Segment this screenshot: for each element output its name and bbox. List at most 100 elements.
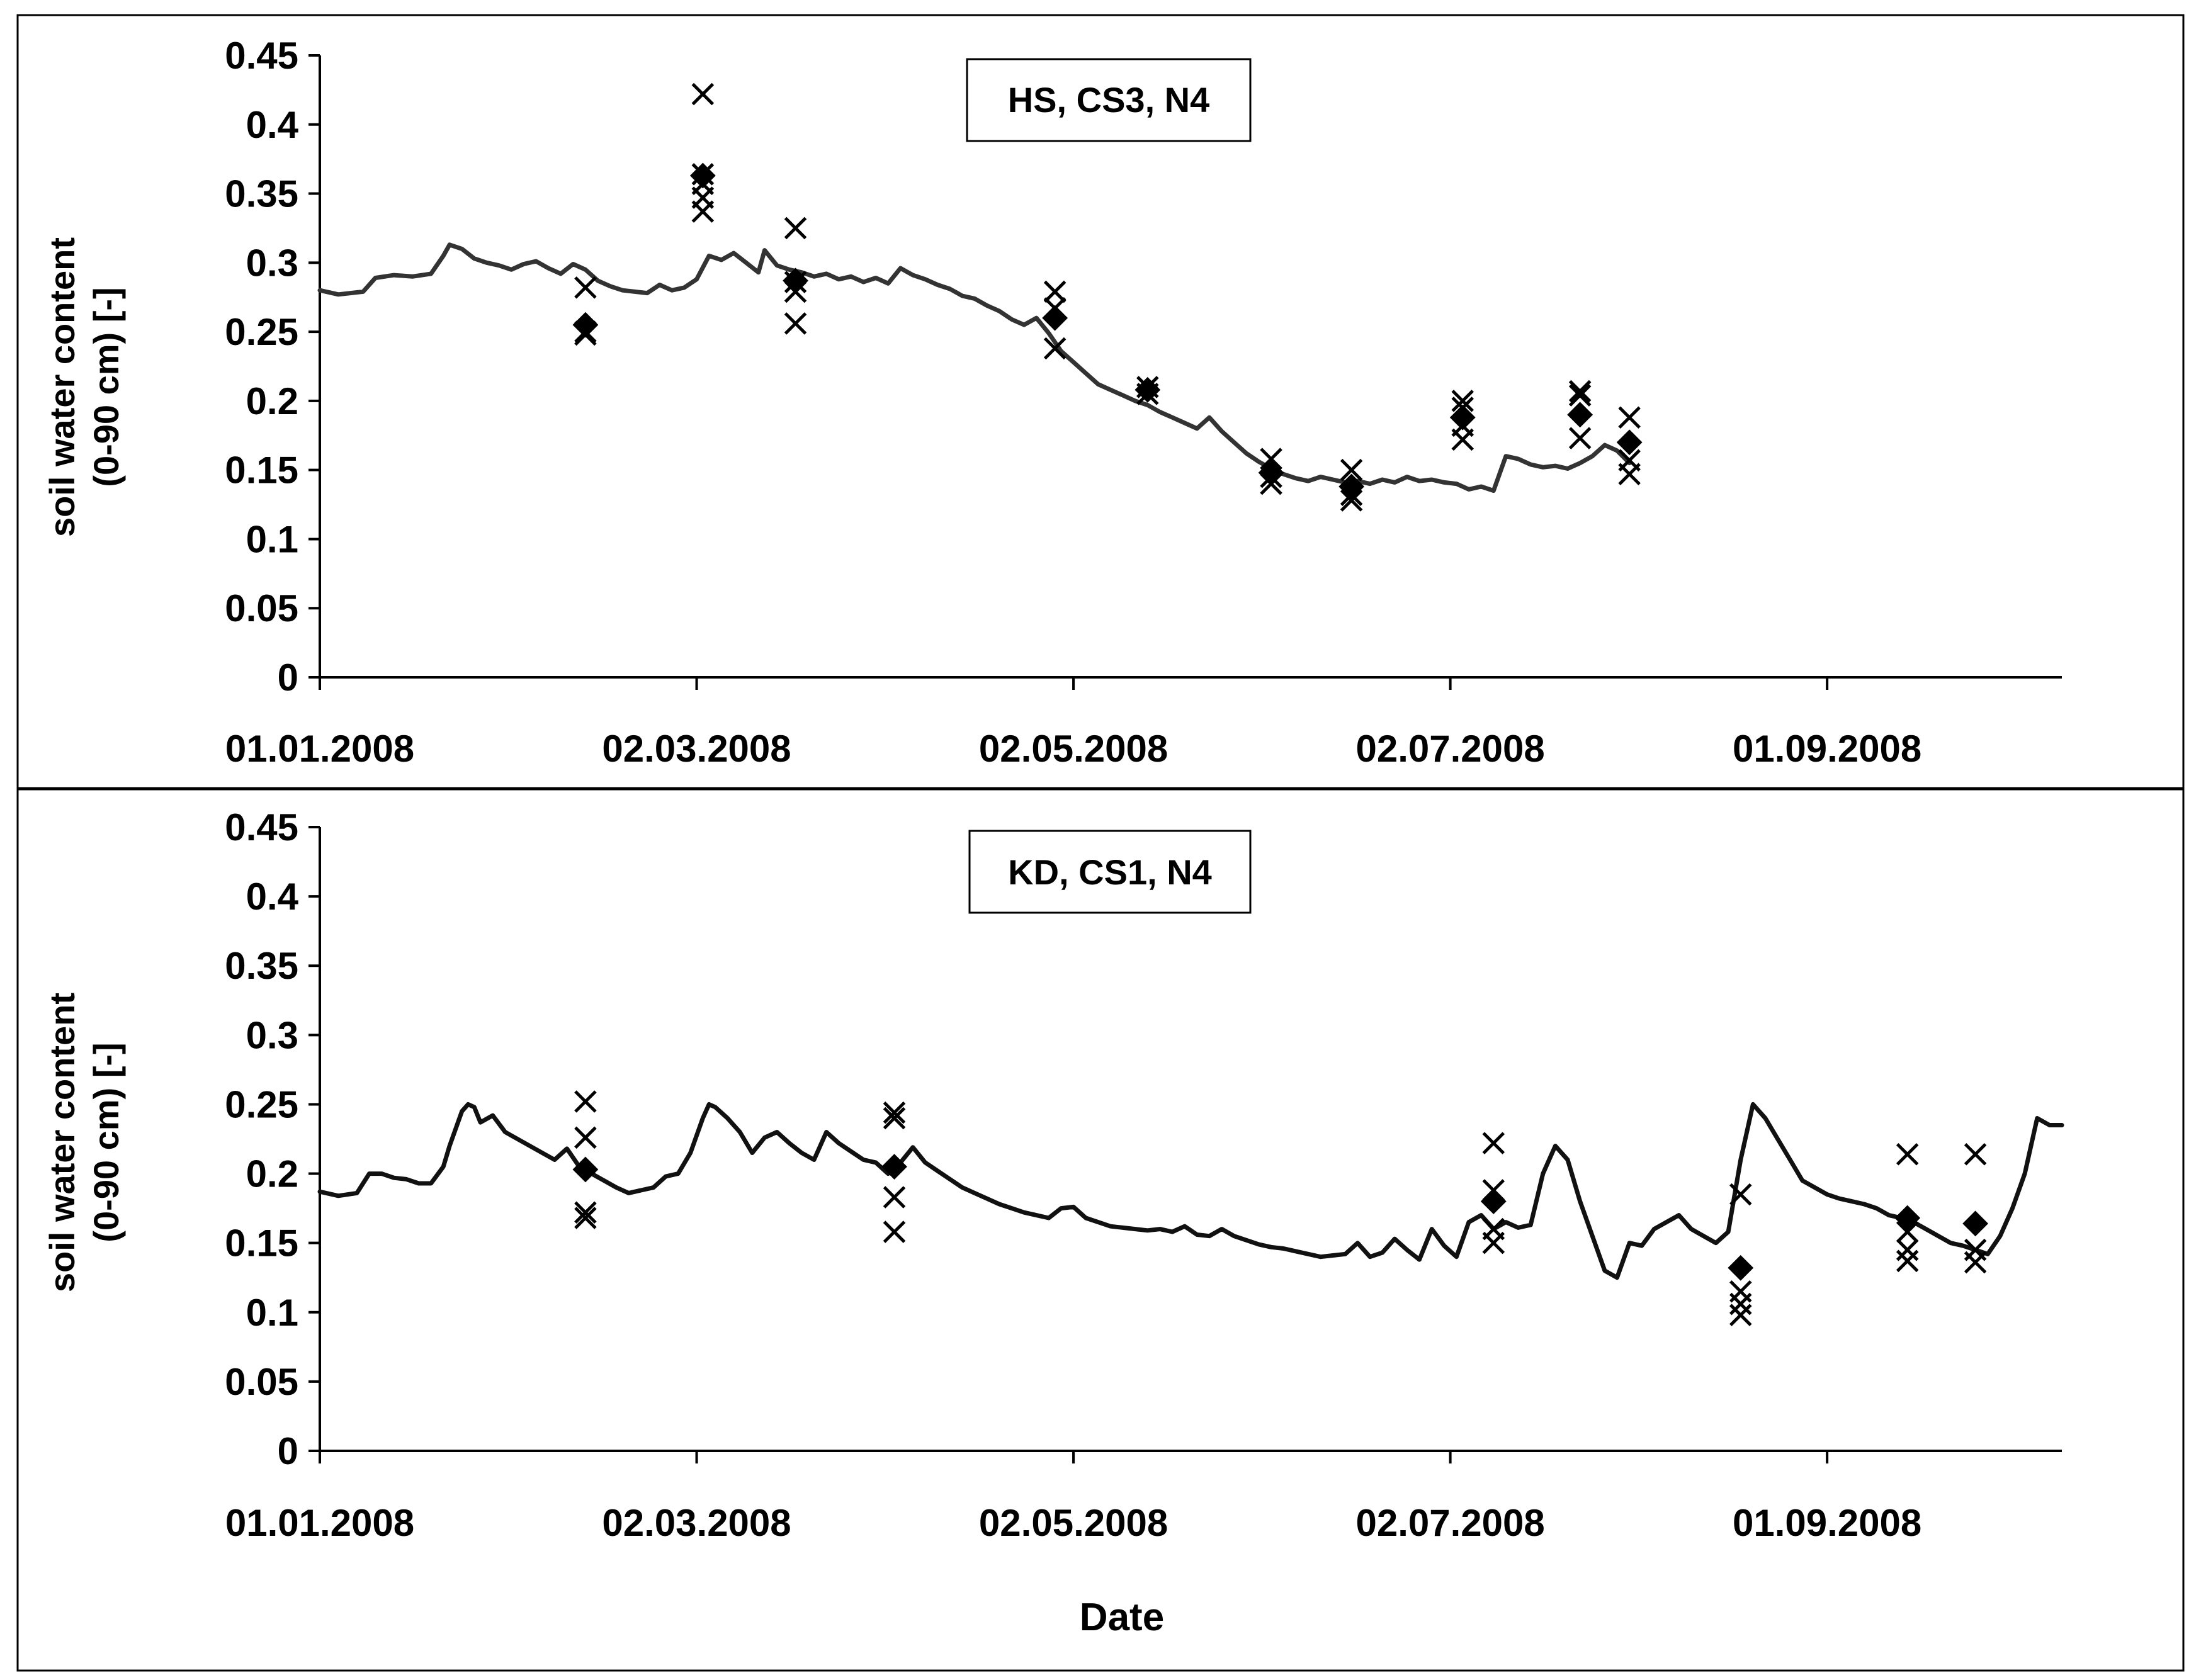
measured-replicate-cross <box>1451 397 1474 419</box>
measured-replicate-cross <box>1043 337 1067 360</box>
measured-replicate-cross <box>1568 384 1592 407</box>
measured-replicate-cross <box>691 82 715 106</box>
measured-replicate-cross <box>1568 380 1592 403</box>
measured-replicate-cross <box>1964 1251 1987 1274</box>
measured-mean-diamond <box>1449 404 1476 431</box>
measured-mean-diamond <box>1480 1188 1507 1215</box>
chart-title-box <box>968 830 1252 914</box>
measured-replicate-cross <box>1451 390 1474 412</box>
measured-replicate-cross <box>1568 427 1592 449</box>
y-tick-label: 0 <box>278 1430 298 1472</box>
measured-replicate-cross <box>1260 448 1282 470</box>
x-tick-label: 01.01.2008 <box>225 728 414 770</box>
y-tick-label: 0.4 <box>246 876 299 918</box>
chart-hs-cs3-n4: 0 0.05 0.1 0.15 0.2 0.25 0.3 0.35 0.4 0.45 01.01.… <box>42 35 2062 770</box>
measured-replicate-cross <box>574 323 597 346</box>
y-tick-label: 0 <box>278 657 298 699</box>
y-axis-label-line1: soil water content <box>42 993 82 1292</box>
measured-replicate-cross <box>1451 428 1474 451</box>
measured-replicate-cross <box>1482 1132 1505 1154</box>
measured-mean-diamond <box>881 1154 907 1180</box>
chart-title-box <box>966 58 1252 142</box>
simulated-line <box>317 242 1632 493</box>
x-tick-label: 02.05.2008 <box>979 1502 1168 1544</box>
measured-replicate-cross <box>784 280 807 303</box>
measured-replicate-cross <box>1482 1231 1505 1254</box>
measured-replicate-cross <box>1260 472 1282 495</box>
measured-replicate-cross <box>1896 1142 1919 1166</box>
y-tick-label: 0.1 <box>246 1292 298 1334</box>
measured-replicate-cross <box>883 1107 906 1130</box>
measured-replicate-cross <box>1482 1179 1505 1202</box>
y-axis-label-line2: (0-90 cm) [-] <box>86 287 126 487</box>
measured-replicate-cross <box>1729 1304 1752 1326</box>
simulated-line <box>317 1102 2064 1280</box>
x-tick-label: 02.07.2008 <box>1355 728 1544 770</box>
y-tick-label: 0.35 <box>225 173 298 215</box>
series-layer <box>317 1090 2064 1326</box>
measured-mean-diamond <box>572 1156 599 1183</box>
y-tick-label: 0.2 <box>246 380 298 422</box>
measured-replicate-cross <box>574 1090 597 1113</box>
measured-mean-diamond <box>1728 1254 1754 1281</box>
measured-replicate-cross <box>574 276 597 299</box>
y-tick-label: 0.35 <box>225 945 298 987</box>
top-panel-frame <box>16 14 2185 789</box>
x-axis-label: Date <box>1080 1596 1164 1639</box>
axes <box>308 826 2062 1463</box>
measured-replicate-cross <box>1729 1292 1752 1316</box>
x-tick-label: 02.07.2008 <box>1355 1502 1544 1544</box>
y-tick-label: 0.1 <box>246 518 298 560</box>
chart-title: KD, CS1, N4 <box>1008 852 1212 892</box>
y-tick-label: 0.25 <box>225 1083 298 1125</box>
measured-mean-diamond <box>1962 1210 1989 1237</box>
y-tick-label: 0.25 <box>225 311 298 353</box>
y-axis-label-line2: (0-90 cm) [-] <box>86 1042 126 1242</box>
measured-replicate-cross <box>574 1201 597 1224</box>
x-tick-label: 02.03.2008 <box>602 1502 791 1544</box>
y-tick-label: 0.4 <box>246 104 299 146</box>
chart-title: HS, CS3, N4 <box>1008 80 1210 120</box>
chart-kd-cs1-n4: 0 0.05 0.1 0.15 0.2 0.25 0.3 0.35 0.4 0.45 01.01.… <box>42 806 2064 1639</box>
measured-replicate-cross <box>883 1221 906 1243</box>
y-tick-label: 0.3 <box>246 242 298 284</box>
measured-replicate-cross <box>1729 1183 1752 1206</box>
y-tick-label: 0.3 <box>246 1014 298 1056</box>
measured-replicate-cross <box>691 200 715 223</box>
measured-replicate-cross <box>1340 489 1363 512</box>
measured-replicate-cross <box>883 1186 906 1209</box>
x-tick-labels: 01.01.2008 02.03.2008 02.05.2008 02.07.2008… <box>225 1502 1921 1544</box>
x-tick-label: 01.09.2008 <box>1733 728 1921 770</box>
measured-replicate-cross <box>1896 1221 1919 1243</box>
measured-replicate-cross <box>1618 463 1641 486</box>
x-tick-label: 02.05.2008 <box>979 728 1168 770</box>
measured-mean-diamond <box>1134 376 1161 403</box>
measured-replicate-cross <box>574 320 597 343</box>
measured-replicate-cross <box>1136 383 1159 405</box>
bottom-panel-frame <box>16 788 2185 1672</box>
x-tick-label: 02.03.2008 <box>602 728 791 770</box>
measured-replicate-cross <box>1340 483 1363 506</box>
series-layer <box>317 82 1643 512</box>
measured-replicate-cross <box>1964 1142 1987 1166</box>
measured-mean-diamond <box>1616 429 1643 456</box>
measured-replicate-cross <box>1043 280 1067 303</box>
measured-mean-diamond <box>572 312 599 338</box>
measured-replicate-cross <box>574 1126 597 1149</box>
measured-replicate-cross <box>1896 1249 1919 1273</box>
y-tick-labels: 0 0.05 0.1 0.15 0.2 0.25 0.3 0.35 0.4 0.45 <box>225 35 298 699</box>
y-tick-label: 0.05 <box>225 1361 298 1403</box>
measured-replicate-cross <box>883 1101 906 1124</box>
measured-replicate-cross <box>784 312 807 335</box>
y-tick-label: 0.45 <box>225 35 298 77</box>
y-tick-label: 0.15 <box>225 449 298 492</box>
x-tick-label: 01.09.2008 <box>1733 1502 1921 1544</box>
y-tick-label: 0.15 <box>225 1222 298 1265</box>
y-tick-label: 0.45 <box>225 806 298 848</box>
measured-replicate-cross <box>1896 1238 1919 1261</box>
y-tick-label: 0.05 <box>225 587 298 629</box>
x-tick-label: 01.01.2008 <box>225 1502 414 1544</box>
y-tick-labels: 0 0.05 0.1 0.15 0.2 0.25 0.3 0.35 0.4 0.45 <box>225 806 298 1472</box>
y-axis-label-line1: soil water content <box>42 237 82 537</box>
